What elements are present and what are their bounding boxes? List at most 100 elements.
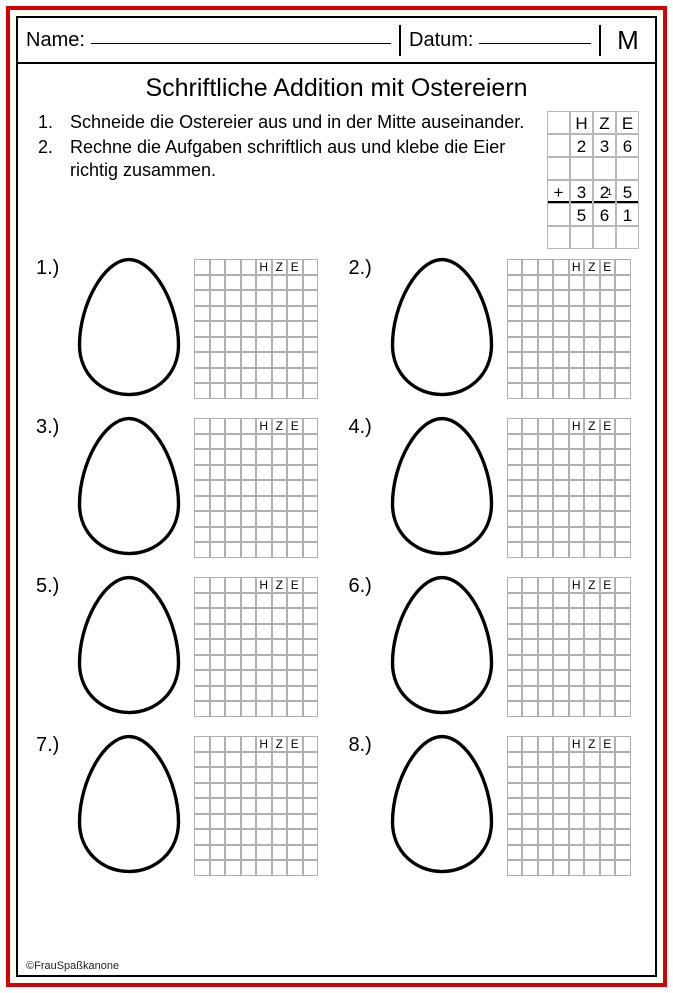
answer-cell[interactable] bbox=[272, 783, 288, 799]
answer-cell[interactable] bbox=[303, 736, 319, 752]
answer-cell[interactable] bbox=[569, 783, 585, 799]
answer-cell[interactable] bbox=[553, 670, 569, 686]
answer-cell[interactable] bbox=[287, 383, 303, 399]
answer-cell[interactable] bbox=[584, 608, 600, 624]
answer-cell[interactable] bbox=[256, 639, 272, 655]
answer-cell[interactable] bbox=[256, 814, 272, 830]
answer-cell[interactable]: H bbox=[256, 418, 272, 434]
answer-cell[interactable] bbox=[272, 527, 288, 543]
answer-cell[interactable] bbox=[538, 798, 554, 814]
answer-cell[interactable] bbox=[522, 798, 538, 814]
answer-cell[interactable] bbox=[600, 290, 616, 306]
answer-cell[interactable] bbox=[256, 767, 272, 783]
answer-cell[interactable] bbox=[225, 496, 241, 512]
answer-cell[interactable]: Z bbox=[272, 418, 288, 434]
answer-cell[interactable]: E bbox=[600, 736, 616, 752]
answer-cell[interactable] bbox=[287, 593, 303, 609]
answer-cell[interactable] bbox=[569, 449, 585, 465]
answer-cell[interactable] bbox=[194, 290, 210, 306]
answer-cell[interactable] bbox=[600, 608, 616, 624]
answer-cell[interactable] bbox=[507, 767, 523, 783]
answer-cell[interactable] bbox=[600, 670, 616, 686]
answer-cell[interactable] bbox=[600, 752, 616, 768]
answer-cell[interactable] bbox=[600, 798, 616, 814]
answer-cell[interactable] bbox=[507, 290, 523, 306]
answer-cell[interactable] bbox=[241, 829, 257, 845]
answer-cell[interactable] bbox=[615, 752, 631, 768]
answer-cell[interactable] bbox=[272, 368, 288, 384]
answer-cell[interactable] bbox=[553, 383, 569, 399]
answer-cell[interactable] bbox=[615, 321, 631, 337]
answer-cell[interactable] bbox=[584, 655, 600, 671]
answer-cell[interactable] bbox=[538, 368, 554, 384]
answer-cell[interactable] bbox=[194, 670, 210, 686]
answer-cell[interactable] bbox=[522, 686, 538, 702]
answer-cell[interactable] bbox=[225, 593, 241, 609]
answer-cell[interactable] bbox=[507, 655, 523, 671]
answer-cell[interactable] bbox=[256, 527, 272, 543]
answer-cell[interactable] bbox=[287, 511, 303, 527]
answer-cell[interactable] bbox=[538, 511, 554, 527]
answer-cell[interactable] bbox=[615, 465, 631, 481]
answer-cell[interactable] bbox=[600, 496, 616, 512]
date-field-line[interactable] bbox=[479, 43, 591, 44]
answer-cell[interactable] bbox=[507, 434, 523, 450]
answer-cell[interactable] bbox=[584, 542, 600, 558]
answer-cell[interactable] bbox=[194, 767, 210, 783]
answer-cell[interactable] bbox=[538, 752, 554, 768]
answer-cell[interactable] bbox=[287, 624, 303, 640]
answer-cell[interactable] bbox=[303, 542, 319, 558]
answer-cell[interactable] bbox=[522, 608, 538, 624]
answer-cell[interactable] bbox=[272, 829, 288, 845]
answer-cell[interactable] bbox=[538, 337, 554, 353]
answer-cell[interactable] bbox=[615, 542, 631, 558]
answer-cell[interactable] bbox=[538, 736, 554, 752]
answer-cell[interactable] bbox=[256, 686, 272, 702]
answer-cell[interactable] bbox=[553, 496, 569, 512]
answer-cell[interactable] bbox=[522, 736, 538, 752]
answer-cell[interactable] bbox=[287, 306, 303, 322]
answer-cell[interactable] bbox=[210, 275, 226, 291]
answer-cell[interactable] bbox=[272, 383, 288, 399]
answer-cell[interactable] bbox=[553, 368, 569, 384]
answer-cell[interactable] bbox=[538, 383, 554, 399]
answer-cell[interactable] bbox=[538, 418, 554, 434]
answer-cell[interactable] bbox=[522, 767, 538, 783]
answer-cell[interactable] bbox=[241, 275, 257, 291]
answer-cell[interactable] bbox=[272, 542, 288, 558]
answer-cell[interactable] bbox=[241, 321, 257, 337]
answer-cell[interactable] bbox=[569, 352, 585, 368]
answer-cell[interactable] bbox=[538, 767, 554, 783]
answer-cell[interactable] bbox=[584, 798, 600, 814]
answer-cell[interactable] bbox=[615, 798, 631, 814]
answer-cell[interactable] bbox=[538, 306, 554, 322]
answer-cell[interactable] bbox=[569, 845, 585, 861]
answer-cell[interactable] bbox=[569, 767, 585, 783]
answer-cell[interactable] bbox=[272, 752, 288, 768]
answer-cell[interactable] bbox=[569, 527, 585, 543]
answer-cell[interactable] bbox=[210, 368, 226, 384]
answer-cell[interactable] bbox=[210, 577, 226, 593]
answer-cell[interactable] bbox=[225, 275, 241, 291]
answer-cell[interactable] bbox=[225, 290, 241, 306]
answer-cell[interactable] bbox=[507, 783, 523, 799]
answer-cell[interactable] bbox=[194, 686, 210, 702]
answer-cell[interactable] bbox=[303, 306, 319, 322]
answer-cell[interactable] bbox=[553, 434, 569, 450]
answer-cell[interactable]: E bbox=[287, 259, 303, 275]
answer-cell[interactable] bbox=[210, 337, 226, 353]
answer-cell[interactable] bbox=[615, 655, 631, 671]
answer-cell[interactable] bbox=[194, 418, 210, 434]
answer-cell[interactable] bbox=[600, 686, 616, 702]
answer-cell[interactable]: H bbox=[256, 736, 272, 752]
answer-cell[interactable] bbox=[569, 306, 585, 322]
answer-cell[interactable] bbox=[553, 624, 569, 640]
answer-cell[interactable] bbox=[194, 752, 210, 768]
answer-cell[interactable] bbox=[256, 624, 272, 640]
answer-cell[interactable] bbox=[256, 321, 272, 337]
answer-cell[interactable] bbox=[507, 577, 523, 593]
answer-cell[interactable] bbox=[507, 860, 523, 876]
answer-cell[interactable] bbox=[553, 829, 569, 845]
answer-cell[interactable] bbox=[272, 767, 288, 783]
answer-cell[interactable] bbox=[507, 624, 523, 640]
